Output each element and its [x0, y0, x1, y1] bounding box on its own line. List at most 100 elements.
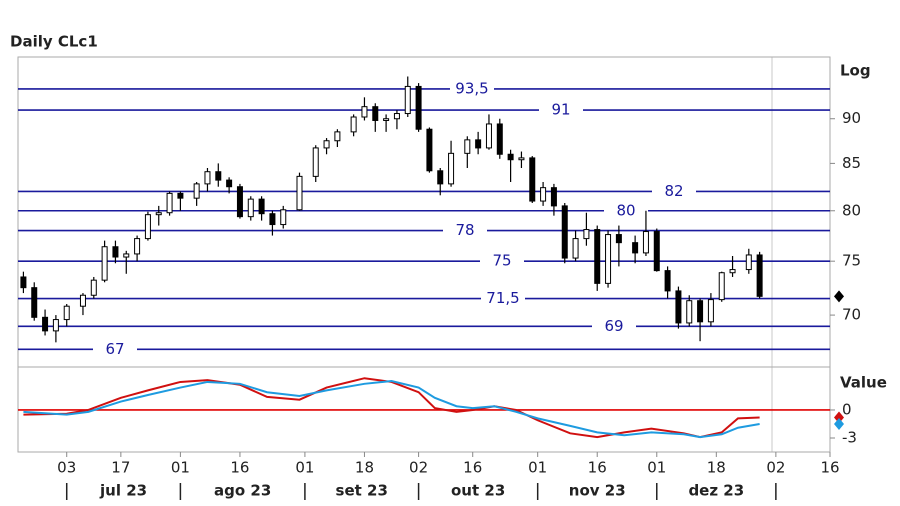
y-tick-label: 0 [842, 400, 852, 418]
candle-body [296, 175, 303, 211]
level-label-bg [604, 200, 648, 221]
level-label: 67 [105, 340, 124, 358]
x-tick-label: 16 [463, 459, 482, 477]
last-value-marker [834, 290, 844, 303]
candle-body [507, 153, 514, 161]
candle-body [144, 214, 151, 240]
candle-body [642, 231, 649, 254]
x-tick-label: 01 [171, 459, 190, 477]
candle-body [583, 229, 590, 240]
candle-body [383, 118, 390, 121]
x-tick-label: 18 [707, 459, 726, 477]
candle-body [52, 319, 59, 332]
candle-body [550, 187, 557, 207]
candle-body [594, 229, 601, 284]
candle-body [718, 272, 725, 301]
x-tick-label: 01 [647, 459, 666, 477]
candle-body [247, 198, 254, 218]
candle-body [664, 270, 671, 292]
y-tick-label: 90 [842, 109, 861, 127]
candle-body [729, 269, 736, 274]
candle-body [204, 171, 211, 185]
candle-body [90, 279, 97, 296]
x-tick-label: 16 [230, 459, 249, 477]
candle-body [258, 198, 265, 215]
candle-body [236, 186, 243, 218]
candle-body [112, 246, 119, 258]
level-label: 80 [616, 201, 635, 219]
candle-body [615, 234, 622, 244]
x-tick-label: 01 [528, 459, 547, 477]
month-label: out 23 [451, 482, 505, 500]
candle-body [540, 187, 547, 202]
month-label: nov 23 [569, 482, 626, 500]
candle-body [707, 299, 714, 323]
candle-body [63, 305, 70, 321]
level-label-bg [652, 181, 696, 202]
candle-body [361, 106, 368, 118]
candle-body [350, 116, 357, 133]
candle-body [280, 209, 287, 226]
candle-body [415, 85, 422, 130]
candle-body [756, 254, 763, 297]
candle-body [155, 212, 162, 216]
candle-body [20, 276, 27, 289]
month-label: jul 23 [99, 482, 147, 500]
level-label-bg [592, 316, 636, 337]
candle-body [605, 234, 612, 284]
candle-body [215, 171, 222, 181]
last-value-marker [834, 417, 844, 430]
candle-body [697, 300, 704, 323]
candle-body [31, 287, 38, 318]
candle-body [393, 113, 400, 120]
level-label: 69 [604, 317, 623, 335]
level-label: 71,5 [486, 289, 519, 307]
candle-body [323, 140, 330, 149]
x-tick-label: 17 [111, 459, 130, 477]
y-tick-label: 80 [842, 201, 861, 219]
y-tick-label: -3 [842, 428, 857, 446]
level-label-bg [480, 251, 524, 272]
candle-body [177, 192, 184, 199]
candle-body [372, 106, 379, 121]
candle-body [123, 253, 130, 258]
candle-body [475, 139, 482, 149]
candle-body [745, 254, 752, 271]
last-value-marker [834, 411, 844, 424]
candle-body [675, 290, 682, 324]
level-label: 78 [455, 221, 474, 239]
candle-body [448, 152, 455, 185]
candle-body [437, 170, 444, 185]
y-tick-label: 70 [842, 306, 861, 324]
candle-body [518, 157, 525, 161]
month-label: set 23 [336, 482, 388, 500]
month-label: dez 23 [688, 482, 744, 500]
candle-body [134, 238, 141, 255]
candle-body [226, 179, 233, 188]
candle-body [653, 231, 660, 272]
scale-label: Log [840, 62, 871, 80]
indicator-line [23, 379, 760, 439]
candle-body [166, 192, 173, 214]
x-tick-label: 16 [820, 459, 839, 477]
level-label: 75 [492, 252, 511, 270]
candle-body [312, 147, 319, 177]
level-label: 82 [664, 182, 683, 200]
x-tick-label: 18 [355, 459, 374, 477]
candle-body [404, 85, 411, 115]
level-label-bg [539, 100, 583, 121]
level-label-bg [450, 78, 494, 99]
x-tick-label: 02 [409, 459, 428, 477]
x-tick-label: 03 [57, 459, 76, 477]
candle-body [269, 213, 276, 226]
candle-body [79, 294, 86, 307]
level-label-bg [443, 220, 487, 241]
level-label: 93,5 [455, 79, 488, 97]
candle-body [561, 205, 568, 259]
y-tick-label: 75 [842, 252, 861, 270]
level-label-bg [93, 339, 137, 360]
candle-body [485, 123, 492, 149]
indicator-line [23, 377, 760, 439]
candle-body [496, 123, 503, 155]
